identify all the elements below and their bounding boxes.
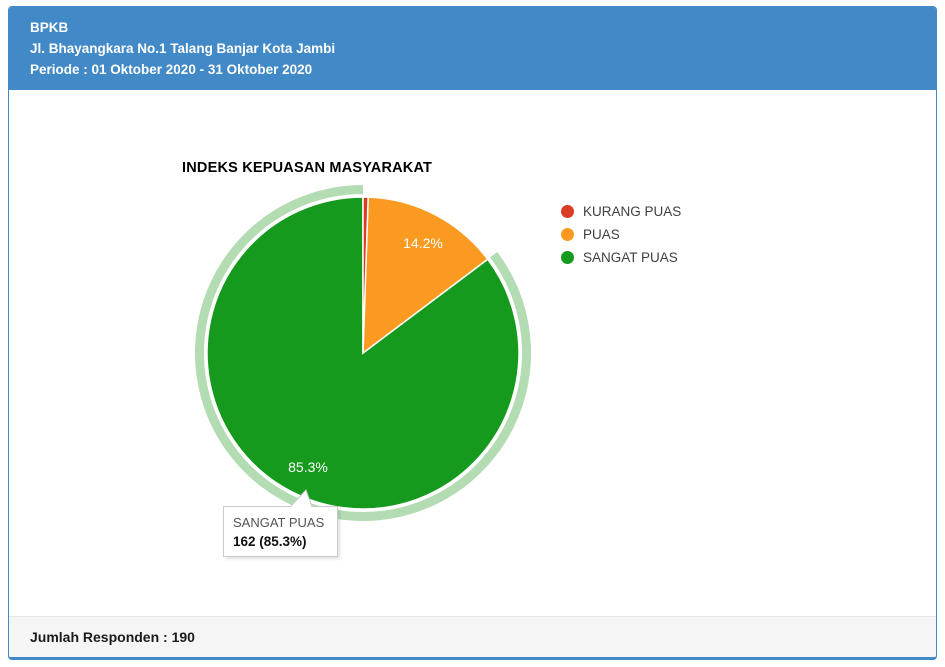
legend-dot-kurang-puas-icon: [561, 205, 574, 218]
slice-kurang-puas[interactable]: [362, 196, 369, 354]
report-header: BPKB Jl. Bhayangkara No.1 Talang Banjar …: [9, 7, 936, 90]
org-address: Jl. Bhayangkara No.1 Talang Banjar Kota …: [30, 41, 336, 56]
pie-chart: 14.2% 85.3%: [195, 185, 532, 521]
slice-label-puas: 14.2%: [403, 235, 443, 251]
tooltip-pointer-icon: [289, 489, 313, 508]
legend-dot-puas-icon: [561, 228, 574, 241]
respondent-count: Jumlah Responden : 190: [30, 629, 195, 645]
report-footer: Jumlah Responden : 190: [9, 616, 936, 657]
legend-item-sangat-puas[interactable]: SANGAT PUAS: [561, 246, 681, 269]
legend-item-puas[interactable]: PUAS: [561, 223, 681, 246]
slice-puas[interactable]: [362, 196, 489, 355]
legend-dot-sangat-puas-icon: [561, 251, 574, 264]
selection-halo: [195, 185, 532, 521]
pie-tooltip: SANGAT PUAS 162 (85.3%): [223, 506, 338, 557]
pie-slices-group: [195, 185, 532, 521]
legend: KURANG PUAS PUAS SANGAT PUAS: [561, 200, 681, 269]
legend-label-sangat-puas: SANGAT PUAS: [583, 250, 678, 265]
slice-label-sangat-puas: 85.3%: [288, 459, 328, 475]
chart-title: INDEKS KEPUASAN MASYARAKAT: [182, 160, 433, 176]
org-name: BPKB: [30, 20, 69, 35]
tooltip-category: SANGAT PUAS: [233, 515, 325, 530]
legend-item-kurang-puas[interactable]: KURANG PUAS: [561, 200, 681, 223]
tooltip-value: 162 (85.3%): [233, 534, 307, 549]
legend-label-puas: PUAS: [583, 227, 620, 242]
report-card: BPKB Jl. Bhayangkara No.1 Talang Banjar …: [8, 6, 937, 660]
legend-label-kurang-puas: KURANG PUAS: [583, 204, 682, 219]
report-period: Periode : 01 Oktober 2020 - 31 Oktober 2…: [30, 62, 313, 77]
